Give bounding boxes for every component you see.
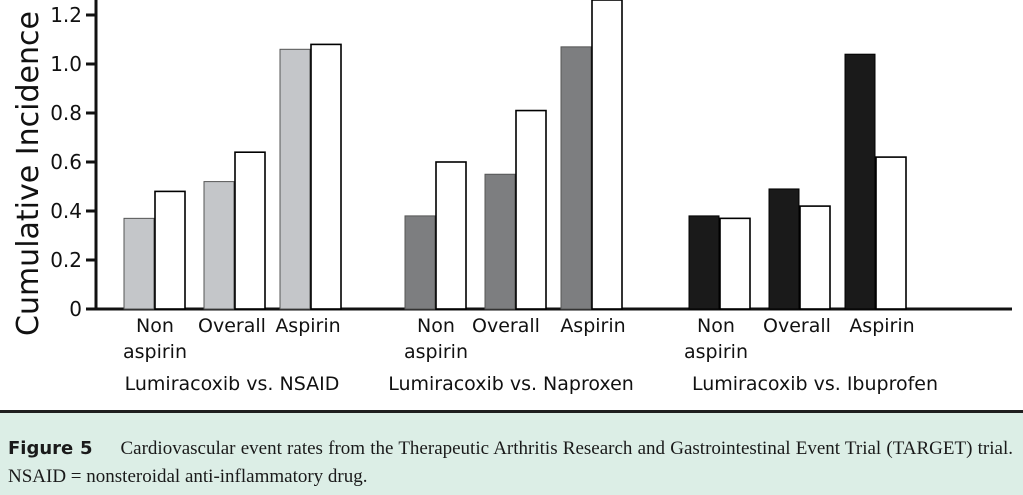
caption-text: Cardiovascular event rates from the Ther… — [8, 438, 1013, 487]
bar-comparator — [799, 205, 831, 310]
bar-comparator — [515, 109, 547, 310]
bar-comparator — [310, 43, 342, 310]
bar-comparator — [875, 156, 907, 310]
x-category-label: Aspirin — [275, 315, 340, 337]
bar-chart: Cumulative Incidence R 0 0.2 0.4 0.6 0.8 1.0 1.… — [11, 0, 1012, 395]
y-axis-label: Cumulative Incidence R — [11, 0, 46, 336]
x-category-label: Overall — [198, 315, 266, 337]
y-tick-label: 1.0 — [50, 52, 82, 76]
y-tick-label: 0 — [69, 297, 82, 321]
bar-lumiracoxib — [123, 217, 155, 310]
x-category-label: Overall — [763, 315, 831, 337]
figure-label: Figure 5 — [8, 438, 93, 459]
y-tick-label: 0.2 — [50, 248, 82, 272]
bar-lumiracoxib — [688, 215, 720, 310]
figure-caption: Figure 5 Cardiovascular event rates from … — [0, 410, 1023, 495]
y-tick-label: 0.6 — [50, 150, 82, 174]
group-label: Lumiracoxib vs. Ibuprofen — [692, 373, 938, 395]
x-category-label: Aspirin — [560, 315, 625, 337]
bar-comparator — [154, 190, 186, 310]
x-category-label: Aspirin — [849, 315, 914, 337]
bar-comparator — [591, 0, 623, 310]
y-tick-label: 0.8 — [50, 101, 82, 125]
bar-comparator — [719, 217, 751, 310]
x-category-label: aspirin — [684, 341, 748, 363]
x-category-label: aspirin — [123, 341, 187, 363]
bar-lumiracoxib — [203, 181, 235, 310]
bar-lumiracoxib — [844, 53, 876, 310]
x-category-label: aspirin — [404, 341, 468, 363]
bar-comparator — [234, 151, 266, 310]
y-tick-label: 0.4 — [50, 199, 82, 223]
x-category-label: Overall — [472, 315, 540, 337]
group-label: Lumiracoxib vs. Naproxen — [388, 373, 634, 395]
bar-lumiracoxib — [484, 173, 516, 310]
x-category-label: Non — [136, 315, 174, 337]
group-label: Lumiracoxib vs. NSAID — [125, 373, 340, 395]
x-category-label: Non — [697, 315, 735, 337]
bar-lumiracoxib — [560, 46, 592, 310]
y-tick-label: 1.2 — [50, 3, 82, 27]
bar-lumiracoxib — [279, 48, 311, 310]
chart-area: Cumulative Incidence R 0 0.2 0.4 0.6 0.8 1.0 1.… — [11, 0, 1012, 395]
bar-lumiracoxib — [404, 215, 436, 310]
bar-comparator — [435, 161, 467, 310]
bar-lumiracoxib — [768, 188, 800, 310]
x-category-label: Non — [417, 315, 455, 337]
